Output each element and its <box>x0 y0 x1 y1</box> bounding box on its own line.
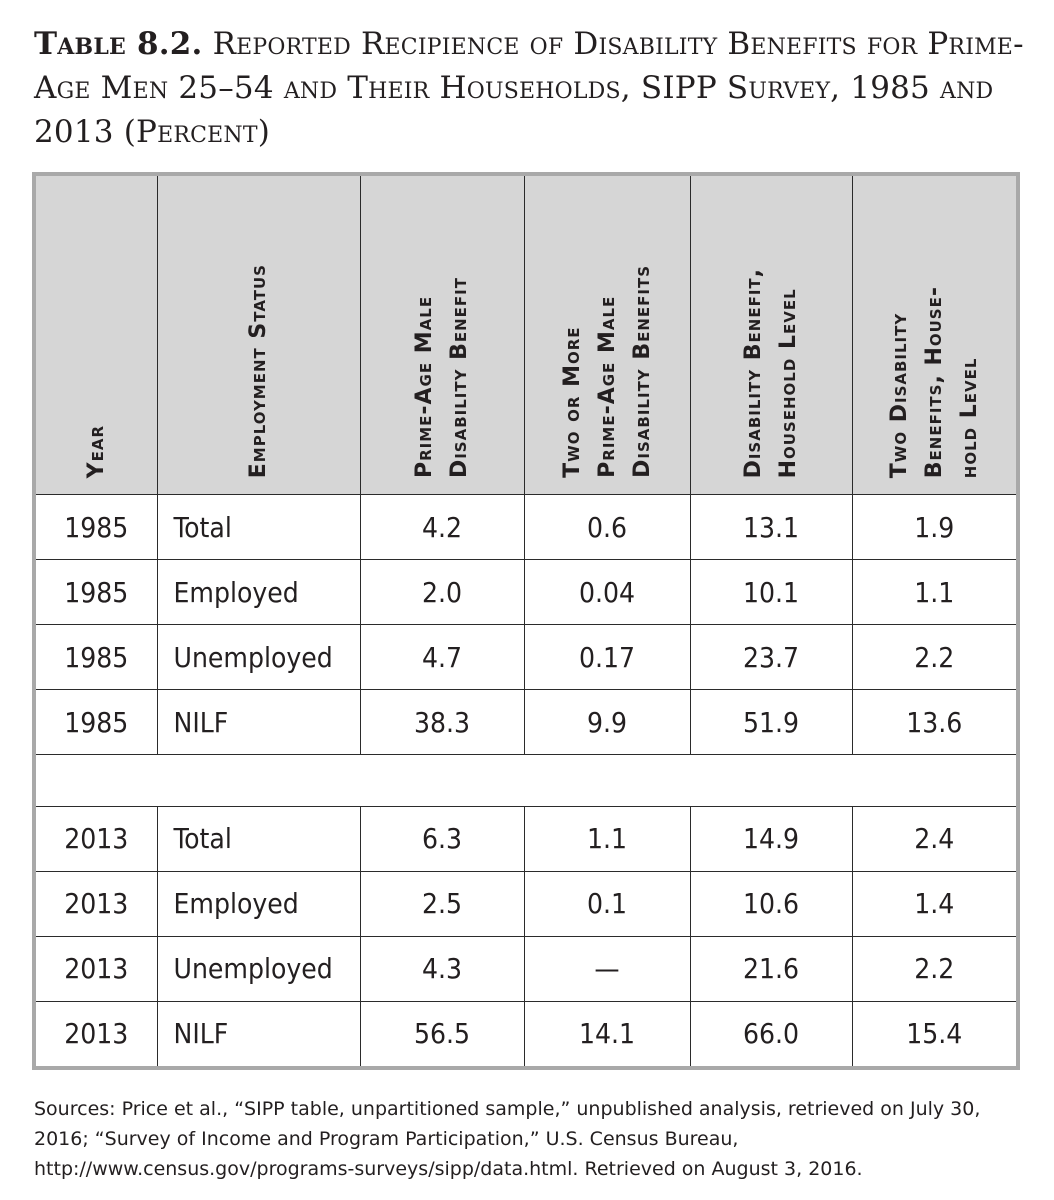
cell-value: 4.3 <box>359 935 525 1002</box>
cell-value: 1.1 <box>851 559 1016 626</box>
cell-year: 1985 <box>36 493 158 561</box>
cell-year: 1985 <box>36 689 158 756</box>
cell-value: 0.17 <box>523 624 691 691</box>
table-spacer-row <box>36 754 1016 807</box>
cell-year: 1985 <box>36 624 158 691</box>
cell-value: 2.2 <box>851 624 1016 691</box>
header-employment-status: Employment Status <box>156 176 361 495</box>
cell-status: Total <box>156 805 361 872</box>
cell-status: Unemployed <box>156 624 361 691</box>
cell-value: 2.2 <box>851 935 1016 1002</box>
table-title: Table 8.2. Reported Recipience of Disabi… <box>34 22 1024 154</box>
cell-status: NILF <box>156 1000 361 1066</box>
cell-value: 66.0 <box>689 1000 853 1066</box>
cell-value: 13.6 <box>851 689 1016 756</box>
table-row: 1985 NILF 38.3 9.9 51.9 13.6 <box>36 689 1016 756</box>
cell-value: 0.1 <box>523 870 691 937</box>
cell-value: 15.4 <box>851 1000 1016 1066</box>
cell-value: 6.3 <box>359 805 525 872</box>
cell-value: 14.9 <box>689 805 853 872</box>
cell-value: 23.7 <box>689 624 853 691</box>
cell-status: Unemployed <box>156 935 361 1002</box>
cell-value: 1.1 <box>523 805 691 872</box>
cell-value: 0.04 <box>523 559 691 626</box>
sources-note: Sources: Price et al., “SIPP table, unpa… <box>34 1098 981 1180</box>
cell-value: 2.0 <box>359 559 525 626</box>
cell-value: — <box>523 935 691 1002</box>
table-title-text: Reported Recipience of Disability Benefi… <box>34 26 1024 150</box>
cell-value: 0.6 <box>523 493 691 561</box>
cell-year: 1985 <box>36 559 158 626</box>
cell-value: 4.2 <box>359 493 525 561</box>
header-prime-age-male-benefit: Prime-Age Male Disability Benefit <box>359 176 525 495</box>
cell-value: 51.9 <box>689 689 853 756</box>
cell-year: 2013 <box>36 1000 158 1066</box>
cell-value: 4.7 <box>359 624 525 691</box>
cell-value: 38.3 <box>359 689 525 756</box>
header-two-household-benefits: Two Disability Benefits, House- hold Lev… <box>851 176 1016 495</box>
cell-value: 1.9 <box>851 493 1016 561</box>
cell-year: 2013 <box>36 870 158 937</box>
table-row: 1985 Total 4.2 0.6 13.1 1.9 <box>36 493 1016 561</box>
cell-status: Employed <box>156 559 361 626</box>
cell-value: 2.5 <box>359 870 525 937</box>
header-household-benefit: Disability Benefit, Household Level <box>689 176 853 495</box>
cell-year: 2013 <box>36 935 158 1002</box>
cell-value: 2.4 <box>851 805 1016 872</box>
cell-status: Employed <box>156 870 361 937</box>
cell-value: 56.5 <box>359 1000 525 1066</box>
cell-value: 9.9 <box>523 689 691 756</box>
table-row: 1985 Employed 2.0 0.04 10.1 1.1 <box>36 559 1016 626</box>
table-row: 2013 Unemployed 4.3 — 21.6 2.2 <box>36 935 1016 1002</box>
cell-value: 21.6 <box>689 935 853 1002</box>
header-row: Year Employment Status Prime-Age Male Di… <box>36 176 1016 495</box>
data-table: Year Employment Status Prime-Age Male Di… <box>32 172 1020 1070</box>
table-row: 2013 Total 6.3 1.1 14.9 2.4 <box>36 805 1016 872</box>
cell-value: 10.1 <box>689 559 853 626</box>
cell-value: 10.6 <box>689 870 853 937</box>
cell-status: NILF <box>156 689 361 756</box>
cell-year: 2013 <box>36 805 158 872</box>
cell-value: 1.4 <box>851 870 1016 937</box>
table-row: 1985 Unemployed 4.7 0.17 23.7 2.2 <box>36 624 1016 691</box>
cell-status: Total <box>156 493 361 561</box>
header-year: Year <box>36 176 158 495</box>
cell-value: 13.1 <box>689 493 853 561</box>
table-number: Table 8.2. <box>34 26 203 62</box>
table-row: 2013 Employed 2.5 0.1 10.6 1.4 <box>36 870 1016 937</box>
spacer-cell <box>36 754 1016 807</box>
cell-value: 14.1 <box>523 1000 691 1066</box>
header-two-or-more-benefits: Two or More Prime-Age Male Disability Be… <box>523 176 691 495</box>
table-row: 2013 NILF 56.5 14.1 66.0 15.4 <box>36 1000 1016 1066</box>
